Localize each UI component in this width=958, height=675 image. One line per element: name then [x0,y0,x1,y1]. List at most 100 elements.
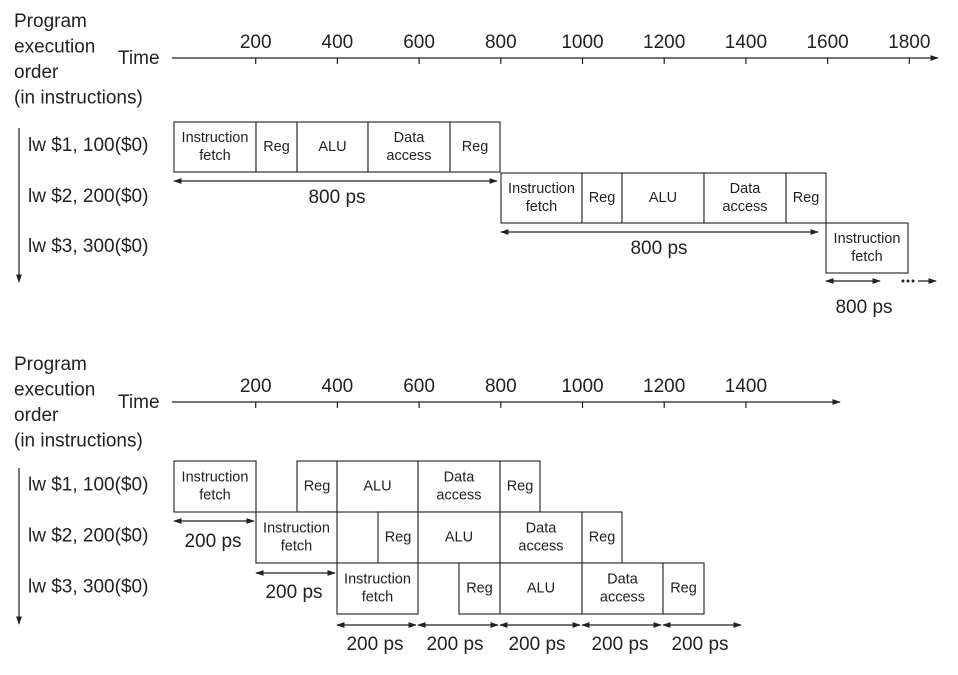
stage-box [367,121,451,173]
tick-label: 600 [403,376,435,397]
stage-label: Data [394,130,426,146]
instruction: lw $3, 300($0) [28,236,148,257]
tick-label: 600 [403,32,435,53]
stage-label: Reg [462,139,489,155]
stage-label: access [386,148,431,164]
stage-label: Reg [507,478,534,494]
stage-box [377,511,419,564]
stage-label: Data [730,181,762,197]
stage-label: ALU [363,478,391,494]
stage-label: access [518,538,563,554]
stage-label: Reg [466,580,493,596]
instruction: lw $1, 100($0) [28,135,148,156]
stage-label: fetch [199,148,230,164]
tick-label: 1400 [725,32,767,53]
tick-label: 200 [240,376,272,397]
stage-box [173,121,257,173]
stage-label: Instruction [263,520,330,536]
instruction: lw $3, 300($0) [28,577,148,598]
interval-label: 200 ps [426,634,483,655]
stage-box [500,172,583,224]
stage-label: ALU [318,139,346,155]
stage-box [581,511,623,564]
continuation-dot [906,279,910,283]
stage-label: Data [607,571,639,587]
tick-label: 800 [485,376,517,397]
stage-label: access [436,487,481,503]
tick-label: 1400 [725,376,767,397]
stage-label: fetch [199,487,230,503]
stage-box [296,460,338,513]
continuation-dot [911,279,915,283]
instruction: lw $2, 200($0) [28,526,148,547]
interval-label: 800 ps [308,187,365,208]
instruction: lw $2, 200($0) [28,186,148,207]
stage-box [255,511,338,564]
tick-label: 400 [322,32,354,53]
stage-label: access [722,199,767,215]
stage-box [417,511,501,564]
order-label: Program [14,11,87,32]
stage-box [336,562,419,615]
stage-box [255,121,298,173]
tick-label: 1600 [806,32,848,53]
interval-label: 200 ps [508,634,565,655]
interval-label: 200 ps [265,582,322,603]
stage-label: fetch [281,538,312,554]
stage-label: ALU [527,580,555,596]
interval-label: 200 ps [591,634,648,655]
interval-label: 200 ps [671,634,728,655]
tick-label: 1200 [643,376,685,397]
tick-label: 1800 [888,32,930,53]
stage-box [173,460,257,513]
stage-label: Instruction [182,130,249,146]
stage-box [499,460,541,513]
stage-label: fetch [851,249,882,265]
stage-label: Reg [793,190,820,206]
stage-label: access [600,589,645,605]
stage-label: Reg [385,529,412,545]
interval-label: 200 ps [346,634,403,655]
stage-label: Data [526,520,558,536]
tick-label: 1200 [643,32,685,53]
interval-label: 800 ps [630,238,687,259]
stage-label: Reg [263,139,290,155]
tick-label: 800 [485,32,517,53]
order-label: (in instructions) [14,88,143,109]
order-label: execution [14,380,95,401]
tick-label: 400 [322,376,354,397]
stage-label: fetch [362,589,393,605]
time-label: Time [118,392,160,413]
stage-box [785,172,827,224]
stage-box [703,172,787,224]
stage-box [417,460,501,513]
instruction: lw $1, 100($0) [28,475,148,496]
stage-label: Instruction [344,571,411,587]
stage-label: Reg [589,529,616,545]
stage-label: Instruction [834,231,901,247]
stage-box [662,562,705,615]
time-label: Time [118,48,160,69]
stage-label: Instruction [182,469,249,485]
continuation-dot [901,279,905,283]
interval-label: 800 ps [835,297,892,318]
tick-label: 200 [240,32,272,53]
stage-label: Reg [304,478,331,494]
stage-box [499,511,583,564]
tick-label: 1000 [561,376,603,397]
stage-box [499,562,583,615]
order-label: order [14,62,59,83]
stage-box [825,222,909,274]
order-label: Program [14,354,87,375]
tick-label: 1000 [561,32,603,53]
stage-label: fetch [526,199,557,215]
stage-label: Reg [670,580,697,596]
stage-box [336,460,419,513]
stage-label: ALU [445,529,473,545]
stage-label: ALU [649,190,677,206]
interval-label: 200 ps [184,531,241,552]
order-label: execution [14,37,95,58]
stage-box [581,172,623,224]
stage-label: Data [444,469,476,485]
